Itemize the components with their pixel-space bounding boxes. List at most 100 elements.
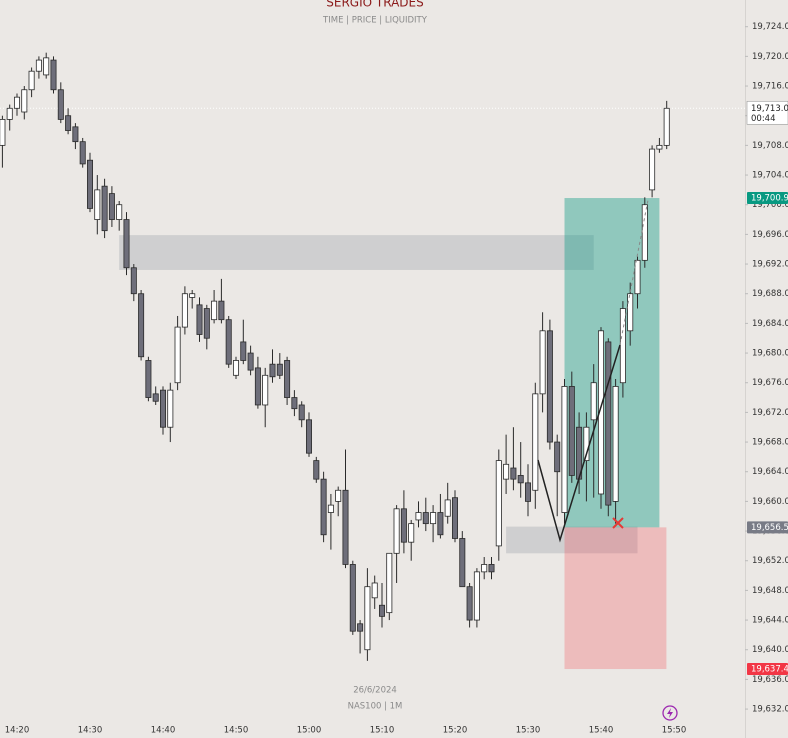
current-countdown: 00:44 <box>751 114 776 124</box>
stop-tag-label: 19,637.4 <box>751 665 788 675</box>
alert-icon[interactable] <box>662 705 678 721</box>
candle-body <box>298 404 305 421</box>
projection-line <box>619 199 649 346</box>
y-tick-label: 19,700.0 <box>752 200 788 210</box>
candle-body <box>444 499 451 517</box>
candle-body <box>408 523 415 543</box>
candle-body <box>320 478 327 536</box>
candle-body <box>342 489 349 565</box>
candle-body <box>437 512 444 536</box>
candle-body <box>473 571 480 621</box>
candle-body <box>65 115 72 131</box>
candle-body <box>349 564 356 632</box>
candle-body <box>108 193 115 220</box>
candle-body <box>605 341 612 506</box>
candle-body <box>189 293 196 298</box>
candle-body <box>568 386 575 476</box>
candle-body <box>415 512 422 521</box>
candle-body <box>123 219 130 269</box>
y-tick-label: 19,672.0 <box>752 408 788 418</box>
current-tag <box>746 100 788 125</box>
candle-body <box>232 360 239 376</box>
candle-body <box>393 508 400 554</box>
current-tag-label: 19,713.0 <box>751 104 788 114</box>
candle-body <box>174 326 181 384</box>
candle-body <box>116 204 123 220</box>
candle-body <box>430 512 437 525</box>
target-tag <box>747 192 788 205</box>
candle-body <box>481 564 488 573</box>
candle-body <box>87 159 94 209</box>
zones <box>0 107 745 670</box>
alert-bolt <box>667 708 673 718</box>
candle-body <box>663 107 670 146</box>
candle-body <box>138 293 145 358</box>
candle-body <box>503 463 510 480</box>
candles <box>0 52 670 661</box>
candle-body <box>203 308 210 339</box>
candle-body <box>422 512 429 525</box>
candle-body <box>152 393 159 402</box>
watermark: 26/6/2024 <box>353 686 397 696</box>
candle-body <box>532 393 539 491</box>
candle-body <box>313 460 320 480</box>
candle-body <box>225 319 232 365</box>
candle-body <box>262 374 269 406</box>
y-tick-label: 19,664.0 <box>752 467 788 477</box>
target-tag-label: 19,700.9 <box>751 194 788 204</box>
candle-body <box>378 604 385 617</box>
y-tick-label: 19,648.0 <box>752 586 788 596</box>
y-tick-label: 19,704.0 <box>752 171 788 181</box>
zone <box>119 235 594 270</box>
x-tick-label: 15:10 <box>370 726 395 736</box>
candle-body <box>335 489 342 502</box>
candle-body <box>43 57 50 76</box>
y-tick-label: 19,640.0 <box>752 645 788 655</box>
stop-tag <box>747 663 788 676</box>
candle-body <box>21 89 28 113</box>
candle-body <box>28 70 35 91</box>
candle-body <box>641 204 648 261</box>
candle-body <box>196 304 203 335</box>
candle-body <box>13 96 20 109</box>
y-tick-label: 19,632.0 <box>752 705 788 715</box>
y-tick-label: 19,668.0 <box>752 438 788 448</box>
x-tick-label: 15:20 <box>443 726 468 736</box>
candle-body <box>634 259 641 295</box>
trend-drawing <box>537 344 621 543</box>
candle-body <box>546 330 553 443</box>
y-tick-label: 19,708.0 <box>752 141 788 151</box>
y-tick-label: 19,676.0 <box>752 378 788 388</box>
candle-body <box>0 119 6 146</box>
candle-body <box>327 504 334 513</box>
candle-body <box>130 267 137 295</box>
zone <box>506 526 638 554</box>
candle-body <box>510 467 517 480</box>
x-tick-label: 14:20 <box>5 726 30 736</box>
chart-subtitle: TIME | PRICE | LIQUIDITY <box>322 16 428 26</box>
candle-body <box>386 552 393 614</box>
candle-body <box>145 360 152 398</box>
y-tick-label: 19,688.0 <box>752 289 788 299</box>
candle-body <box>240 341 247 361</box>
candle-body <box>50 59 57 91</box>
stop-marker <box>612 517 624 529</box>
candle-body <box>254 367 261 406</box>
y-tick-label: 19,724.0 <box>752 22 788 32</box>
candle-body <box>276 363 283 376</box>
candle-body <box>159 389 166 428</box>
candle-body <box>459 538 466 588</box>
candle-body <box>466 586 473 621</box>
candle-body <box>371 582 378 599</box>
candle-body <box>94 189 101 220</box>
candle-body <box>72 126 79 143</box>
price-axis: 14:20 14:30 14:40 14:50 15:00 15:10 15:20 15:30… <box>5 22 788 736</box>
x-tick-label: 14:50 <box>224 726 249 736</box>
candle-body <box>451 497 458 539</box>
x-tick-label: 15:50 <box>662 726 687 736</box>
candle-body <box>517 475 524 484</box>
y-tick-label: 19,692.0 <box>752 260 788 270</box>
candle-body <box>284 360 291 398</box>
stop-zone <box>564 527 667 670</box>
